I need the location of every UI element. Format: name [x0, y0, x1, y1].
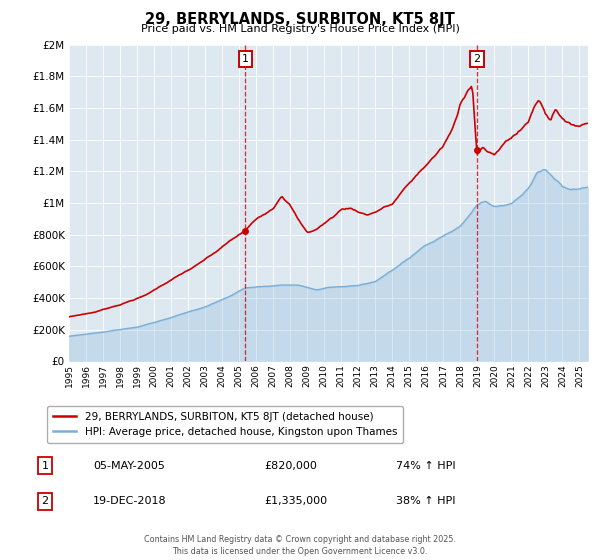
Text: Contains HM Land Registry data © Crown copyright and database right 2025.
This d: Contains HM Land Registry data © Crown c…	[144, 535, 456, 556]
Text: Price paid vs. HM Land Registry's House Price Index (HPI): Price paid vs. HM Land Registry's House …	[140, 24, 460, 34]
Text: 1: 1	[242, 54, 248, 64]
Text: 1: 1	[41, 461, 49, 471]
Text: 74% ↑ HPI: 74% ↑ HPI	[396, 461, 455, 471]
Text: £820,000: £820,000	[264, 461, 317, 471]
Text: £1,335,000: £1,335,000	[264, 496, 327, 506]
Legend: 29, BERRYLANDS, SURBITON, KT5 8JT (detached house), HPI: Average price, detached: 29, BERRYLANDS, SURBITON, KT5 8JT (detac…	[47, 405, 403, 444]
Text: 29, BERRYLANDS, SURBITON, KT5 8JT: 29, BERRYLANDS, SURBITON, KT5 8JT	[145, 12, 455, 27]
Text: 2: 2	[41, 496, 49, 506]
Text: 38% ↑ HPI: 38% ↑ HPI	[396, 496, 455, 506]
Text: 19-DEC-2018: 19-DEC-2018	[93, 496, 167, 506]
Text: 2: 2	[473, 54, 481, 64]
Text: 05-MAY-2005: 05-MAY-2005	[93, 461, 165, 471]
